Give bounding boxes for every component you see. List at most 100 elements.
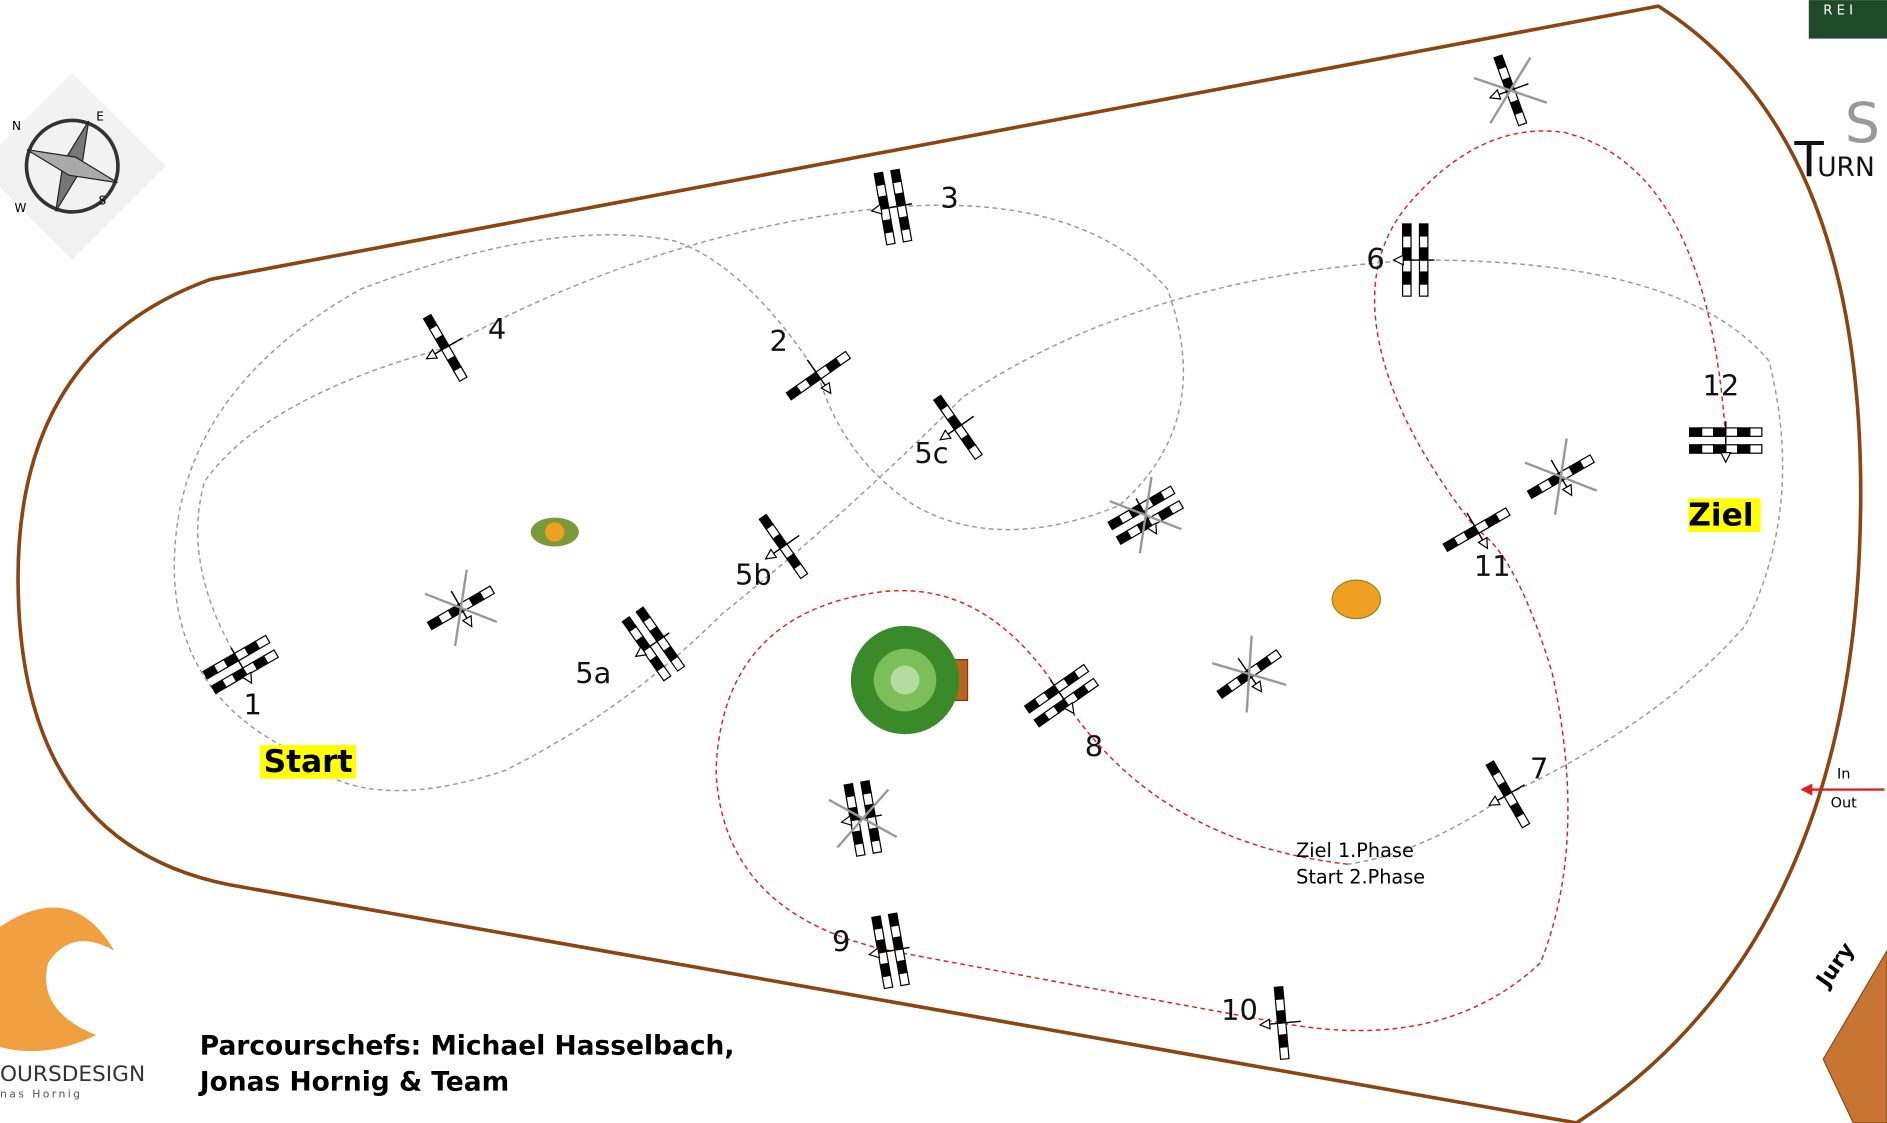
jump-number: 5b: [735, 558, 772, 592]
jump-arrow: [1561, 483, 1573, 497]
pole-stripe: [881, 974, 894, 990]
pole-stripe: [889, 924, 902, 939]
pole-stripe: [1749, 427, 1763, 437]
pole-stripe: [834, 350, 852, 367]
jump-arrow: [939, 429, 952, 441]
compass-s: S: [99, 194, 107, 208]
pole-stripe: [1725, 427, 1739, 437]
pole-stripe: [1689, 444, 1703, 454]
pole-stripe: [1737, 427, 1751, 437]
jump-number: 2: [769, 324, 787, 358]
pole-stripe: [896, 959, 908, 975]
pole-stripe: [1402, 259, 1412, 273]
pole-stripe: [893, 947, 906, 963]
jump: [932, 394, 983, 461]
jump: [870, 168, 913, 246]
pole-stripe: [900, 227, 913, 243]
cross-out: [1138, 476, 1153, 554]
pole-stripe: [1073, 663, 1090, 680]
pole-stripe: [870, 839, 883, 854]
pole-stripe: [1737, 444, 1751, 454]
jump-number: 6: [1366, 242, 1384, 276]
jump-arrow: [840, 814, 853, 827]
jump-arrow: [461, 614, 473, 628]
pole-stripe: [871, 915, 883, 931]
pole-stripe: [1418, 283, 1429, 297]
compass-e: E: [96, 109, 104, 123]
jump-arrow: [1719, 451, 1732, 464]
jump: [785, 350, 852, 401]
pole-stripe: [1494, 507, 1511, 523]
designer-logo-sub: nas Hornig: [0, 1088, 82, 1101]
pole-stripe: [1276, 1022, 1288, 1037]
jump-arrow: [1250, 680, 1263, 693]
pole-stripe: [881, 218, 894, 234]
designer-logo: [0, 907, 115, 1052]
pole-stripe: [860, 779, 872, 795]
pole-stripe: [898, 971, 910, 987]
jury-box: [1822, 949, 1887, 1123]
pole-stripe: [478, 585, 496, 601]
jump-number: 8: [1085, 730, 1103, 764]
jump: [1442, 507, 1511, 553]
compass-n: N: [12, 119, 21, 133]
pole-stripe: [967, 443, 983, 461]
pole-stripe: [1749, 444, 1763, 454]
credits: Parcourschefs: Michael Hasselbach,: [200, 1030, 735, 1061]
inactive-jump: [424, 569, 498, 647]
pole-stripe: [892, 180, 905, 196]
jump: [1392, 223, 1435, 297]
pole-stripe: [1159, 485, 1176, 501]
compass-w: W: [14, 201, 26, 215]
pole-stripe: [254, 634, 271, 650]
pole-stripe: [1402, 235, 1412, 249]
pole-stripe: [1713, 444, 1727, 454]
entrance-arrow-head: [1800, 783, 1813, 796]
pole-stripe: [887, 912, 900, 928]
entrance-out: Out: [1831, 796, 1858, 812]
jump: [1258, 986, 1301, 1061]
start-label: Start: [264, 744, 353, 780]
pole-stripe: [1713, 427, 1727, 437]
pole-stripe: [792, 562, 809, 580]
jump-arrow: [867, 947, 881, 959]
finish-highlight: [1688, 498, 1761, 533]
jump-arrow: [425, 348, 439, 360]
pole-stripe: [452, 365, 468, 383]
pole-stripe: [883, 230, 896, 246]
jump-arrow: [1488, 88, 1502, 100]
pole-stripe: [1277, 1033, 1289, 1049]
jump-number: 3: [940, 181, 958, 215]
inactive-jump: [1107, 476, 1185, 554]
pole-stripe: [890, 168, 902, 184]
jump-number: 5c: [914, 436, 948, 470]
pole-stripe: [898, 216, 911, 231]
pole-stripe: [1418, 223, 1429, 237]
pole-stripe: [873, 171, 886, 187]
pole-stripe: [873, 927, 886, 942]
inactive-jump: [828, 779, 898, 857]
jump: [758, 513, 809, 580]
pole-stripe: [1418, 271, 1429, 285]
inactive-jump: [1473, 54, 1548, 127]
pole-stripe: [862, 791, 874, 807]
jump-arrow: [1063, 701, 1075, 715]
pole-stripe: [1515, 812, 1531, 829]
cross-out: [453, 569, 468, 647]
pole-stripe: [669, 655, 686, 672]
jump-arrow: [764, 548, 778, 560]
pole-stripe: [868, 827, 881, 843]
pole-stripe: [262, 649, 280, 665]
jump: [202, 634, 280, 695]
pole-stripe: [875, 183, 888, 199]
pole-stripe: [1418, 235, 1429, 249]
pole-stripe: [1275, 1010, 1287, 1025]
pole-stripe: [879, 962, 892, 978]
pole-stripe: [851, 830, 864, 846]
pole-stripe: [896, 204, 909, 219]
jump-number: 12: [1703, 369, 1740, 403]
jump: [621, 606, 686, 682]
jump: [1023, 663, 1100, 728]
